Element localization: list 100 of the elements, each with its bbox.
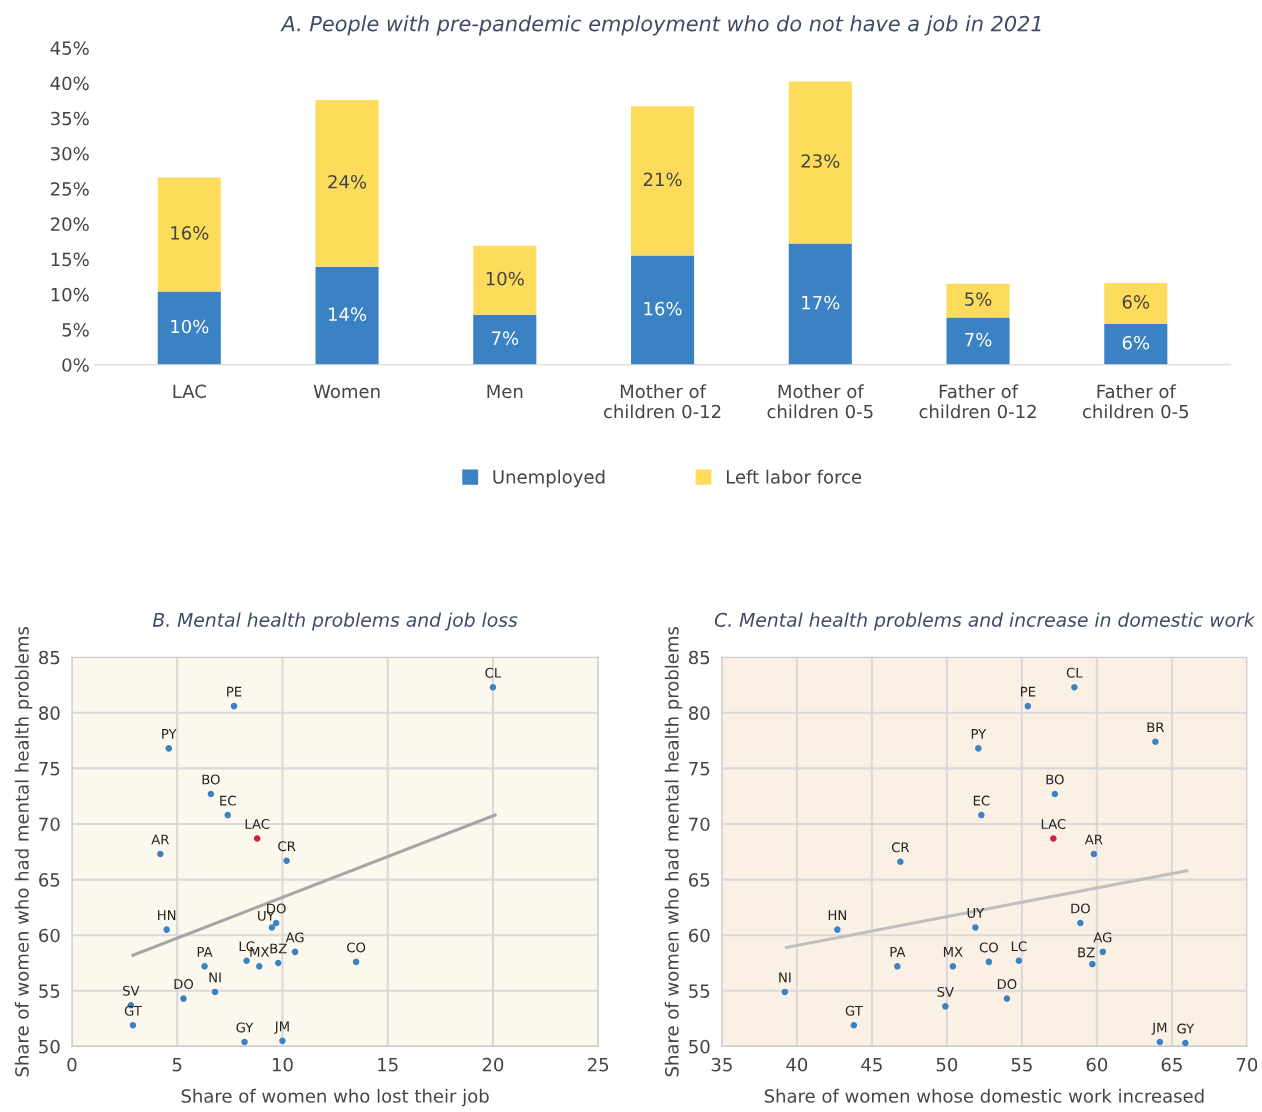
point [352, 958, 360, 966]
x-tick-label: 70 [1236, 1057, 1258, 1072]
y-tick-label: 20% [50, 217, 89, 231]
point [256, 963, 263, 970]
data-label: 10% [171, 319, 209, 334]
bar [157, 291, 221, 365]
annotation: GY [236, 1022, 254, 1033]
bar [631, 106, 695, 256]
point [272, 919, 280, 927]
point [972, 924, 979, 931]
data-label: 5% [965, 292, 992, 306]
point [211, 988, 219, 996]
point [1090, 850, 1098, 858]
bar [473, 314, 537, 365]
x-tick-label: Men [487, 384, 523, 399]
y-tick-label: 15% [51, 252, 89, 267]
annotation: GT [124, 1005, 142, 1016]
y-tick-label: 55 [689, 984, 710, 998]
bar [788, 243, 852, 365]
annotation: AG [285, 932, 304, 943]
bar [788, 81, 852, 244]
point [1024, 702, 1032, 710]
data-label: 23% [801, 154, 840, 168]
point [283, 857, 290, 864]
x-tick-label: 60 [1086, 1057, 1108, 1072]
y-tick-label: 40% [50, 76, 89, 91]
x-tick-label: 10 [272, 1057, 293, 1072]
y-tick-label: 75 [689, 762, 710, 776]
y-tick-label: 55 [39, 984, 60, 998]
data-label: 14% [328, 307, 367, 322]
annotation: LAC [1041, 818, 1066, 829]
y-tick-label: 5% [62, 322, 89, 337]
annotation: BR [1147, 722, 1165, 733]
point [268, 924, 276, 931]
data-label: 24% [328, 174, 367, 189]
y-tick-label: 0% [62, 358, 89, 372]
annotation: CR [278, 841, 296, 852]
annotation: LC [1011, 941, 1027, 952]
x-tick-label: Women [313, 384, 380, 399]
x-tick-label: LAC [173, 384, 206, 399]
data-label: 16% [171, 226, 209, 240]
annotation: CO [979, 942, 998, 953]
annotation: GT [845, 1005, 863, 1016]
annotation: MX [943, 947, 963, 957]
point [1071, 683, 1078, 691]
chart-title: C. Mental health problems and increase in domestic work [714, 612, 1256, 631]
point [243, 957, 250, 965]
x-tick-label: Father of children 0-5 [1082, 384, 1189, 419]
annotation: CO [347, 942, 366, 953]
x-tick-label: 0 [67, 1057, 77, 1072]
annotation: GY [1177, 1023, 1195, 1034]
bar [1104, 283, 1168, 324]
annotation: SV [937, 986, 954, 997]
y-tick-label: 50 [689, 1039, 710, 1054]
point [1099, 948, 1107, 956]
point [985, 958, 993, 966]
annotation: BZ [1078, 947, 1095, 958]
point [894, 963, 901, 970]
y-tick-label: 70 [39, 817, 60, 832]
x-tick-label: 25 [588, 1057, 609, 1072]
annotation: CL [1066, 667, 1083, 678]
annotation: BZ [270, 943, 287, 954]
annotation: NI [209, 972, 221, 983]
point [279, 1037, 286, 1045]
legend-label: Unemployed [493, 469, 605, 488]
data-label: 16% [644, 301, 682, 316]
y-tick-label: 45% [50, 41, 89, 55]
point [207, 790, 215, 798]
point [224, 811, 231, 819]
x-tick-label: 45 [861, 1058, 882, 1072]
annotation: CR [891, 842, 910, 853]
annotation: BO [1046, 774, 1064, 785]
chart-title: B. Mental health problems and job loss [152, 612, 518, 631]
y-tick-label: 60 [689, 928, 710, 943]
point [978, 811, 985, 819]
x-axis-title: Share of women whose domestic work increased [764, 1088, 1204, 1103]
y-tick-label: 85 [39, 650, 60, 665]
point [274, 959, 282, 967]
annotation: BO [202, 774, 220, 785]
data-label: 6% [1122, 295, 1150, 309]
point [781, 988, 789, 996]
y-axis-title: Share of women who had mental health problems [664, 626, 683, 1077]
data-label: 21% [643, 172, 682, 187]
point [1051, 790, 1059, 798]
annotation: AR [1084, 834, 1103, 845]
point [489, 683, 497, 691]
point [157, 850, 164, 858]
point [949, 963, 957, 970]
annotation: PE [1021, 686, 1036, 697]
y-tick-label: 30% [51, 146, 89, 161]
point [291, 948, 299, 956]
data-label: 10% [486, 271, 524, 286]
x-tick-label: Mother of children 0-5 [767, 384, 873, 419]
point [975, 745, 982, 752]
x-axis-title: Share of women who lost their job [181, 1088, 489, 1107]
x-tick-label: Father of children 0-12 [919, 384, 1036, 419]
y-tick-label: 65 [689, 873, 710, 887]
annotation: DO [174, 979, 194, 990]
point [942, 1003, 949, 1010]
bar [315, 266, 379, 365]
